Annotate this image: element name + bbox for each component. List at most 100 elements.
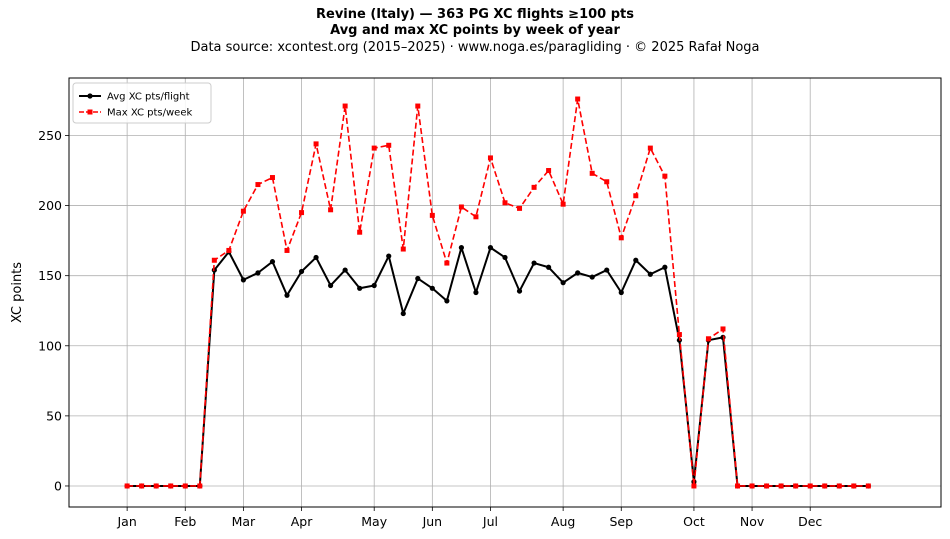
data-point-avg — [415, 275, 421, 282]
data-point-max — [793, 483, 799, 489]
chart-source: Data source: xcontest.org (2015–2025) · … — [190, 40, 760, 55]
data-point-avg — [604, 267, 610, 273]
chart-subtitle: Avg and max XC points by week of year — [330, 23, 620, 38]
data-point-max — [836, 483, 842, 489]
x-tick-label: Apr — [291, 514, 313, 529]
data-point-max — [371, 145, 377, 151]
data-point-max — [822, 483, 828, 489]
data-point-avg — [298, 268, 305, 275]
data-point-avg — [575, 270, 581, 276]
data-point-avg — [328, 282, 334, 289]
data-point-max — [386, 142, 392, 148]
data-point-max — [764, 483, 770, 489]
series-line-0 — [127, 246, 869, 487]
data-point-avg — [487, 245, 494, 251]
data-point-avg — [662, 264, 668, 270]
x-tick-label: Feb — [174, 514, 196, 529]
grid-lines — [69, 78, 941, 507]
x-tick-label: May — [361, 514, 387, 529]
data-point-max — [139, 483, 145, 489]
y-tick-label: 250 — [38, 128, 62, 143]
data-point-max — [517, 205, 523, 211]
data-point-max — [458, 204, 464, 210]
data-point-max — [720, 326, 726, 332]
data-point-max — [328, 207, 334, 213]
data-point-max — [342, 103, 348, 109]
data-point-avg — [269, 259, 276, 265]
legend-label: Max XC pts/week — [107, 108, 192, 119]
y-axis: 0 50 100 150 200 250 — [38, 128, 69, 493]
data-point-max — [575, 96, 581, 102]
data-point-avg — [516, 288, 523, 294]
data-point-max — [618, 235, 624, 241]
data-point-avg — [240, 277, 246, 283]
data-point-max — [546, 168, 552, 174]
data-point-max — [473, 214, 479, 220]
data-point-max — [676, 332, 682, 338]
data-point-max — [124, 483, 130, 489]
y-tick-label: 200 — [38, 198, 62, 213]
series-layer — [124, 96, 871, 489]
legend-swatch-marker — [87, 109, 93, 115]
x-tick-label: Jun — [422, 514, 443, 529]
data-point-max — [444, 260, 450, 266]
x-tick-label: Aug — [551, 514, 575, 529]
data-point-max — [429, 212, 435, 218]
data-point-max — [778, 483, 784, 489]
series-line-1 — [127, 98, 869, 487]
data-point-max — [211, 257, 217, 263]
x-tick-label: Sep — [609, 514, 633, 529]
data-point-avg — [458, 245, 464, 251]
data-point-max — [153, 483, 159, 489]
x-tick-label: Dec — [798, 514, 822, 529]
data-point-avg — [400, 310, 406, 317]
data-point-max — [851, 483, 857, 489]
data-point-max — [604, 179, 610, 185]
x-tick-label: Jan — [116, 514, 136, 529]
data-point-max — [749, 483, 755, 489]
legend-swatch-marker — [87, 93, 93, 99]
data-point-avg — [444, 298, 450, 304]
data-point-max — [647, 145, 653, 151]
x-tick-label: Jul — [482, 514, 498, 529]
x-axis: Jan Feb Mar Apr May Jun Jul Aug Sep Oct Nov Dec — [116, 507, 822, 529]
data-point-max — [240, 208, 246, 214]
data-point-avg — [633, 257, 639, 263]
data-point-avg — [429, 285, 435, 291]
data-point-max — [255, 182, 261, 188]
data-point-avg — [531, 260, 537, 266]
data-point-max — [299, 210, 305, 216]
data-point-avg — [371, 282, 377, 289]
data-point-max — [502, 200, 508, 206]
chart-title: Revine (Italy) — 363 PG XC flights ≥100 … — [316, 7, 634, 22]
data-point-avg — [357, 285, 363, 291]
data-point-max — [284, 247, 290, 253]
y-tick-label: 0 — [54, 478, 62, 493]
x-tick-label: Mar — [232, 514, 256, 529]
y-tick-label: 150 — [38, 268, 62, 283]
legend-box — [72, 82, 212, 124]
data-point-max — [182, 483, 188, 489]
data-point-max — [415, 103, 421, 109]
data-point-max — [807, 483, 813, 489]
y-axis-label: XC points — [10, 262, 25, 323]
data-point-avg — [546, 264, 552, 270]
data-point-max — [560, 201, 566, 207]
data-point-avg — [342, 267, 348, 273]
data-point-avg — [647, 271, 653, 277]
data-point-avg — [313, 254, 319, 261]
data-point-avg — [618, 289, 624, 296]
data-point-avg — [473, 289, 479, 296]
data-point-max — [313, 141, 319, 147]
data-point-max — [269, 175, 275, 181]
data-point-avg — [255, 270, 261, 276]
data-point-max — [197, 483, 203, 489]
data-point-avg — [284, 292, 290, 298]
data-point-max — [662, 173, 668, 179]
chart-titles: Revine (Italy) — 363 PG XC flights ≥100 … — [0, 7, 950, 56]
data-point-max — [865, 483, 871, 489]
plot-frame — [68, 77, 942, 508]
data-point-max — [226, 247, 232, 253]
data-point-max — [735, 483, 741, 489]
